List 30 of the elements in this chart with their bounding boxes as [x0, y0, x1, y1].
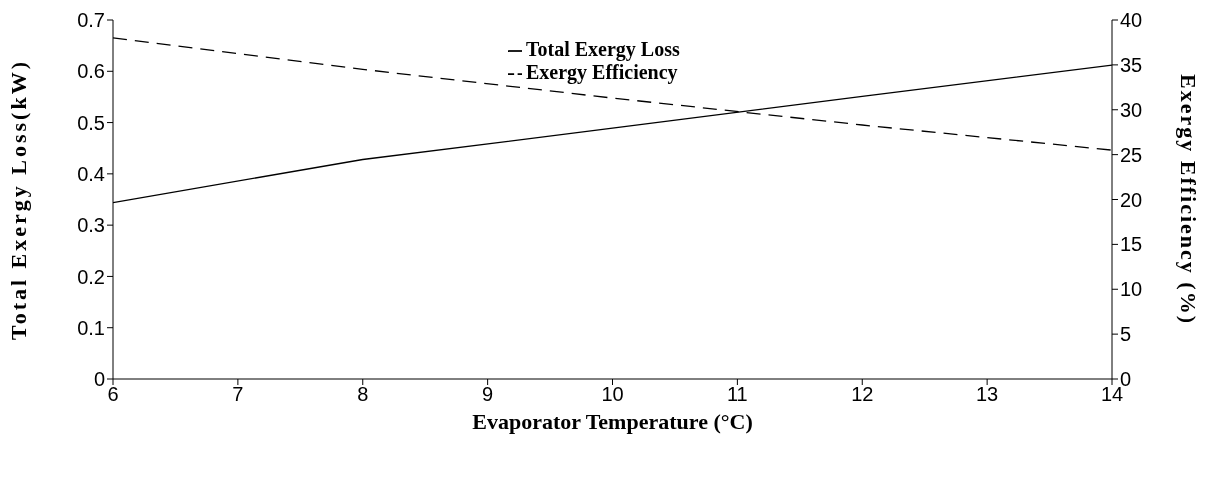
y-tick-label: 0.1 [77, 316, 105, 339]
y2-tick-label: 30 [1120, 98, 1143, 121]
y2-tick-label: 35 [1120, 53, 1143, 76]
legend-label: Exergy Efficiency [526, 61, 678, 83]
y2-tick-label: 40 [1120, 9, 1143, 32]
y2-tick-label: 20 [1120, 188, 1143, 211]
y-axis-title: Total Exergy Loss(kW) [5, 59, 31, 340]
y-tick-label: 0.6 [77, 60, 105, 83]
x-axis-title: Evaporator Temperature (°C) [472, 409, 753, 434]
x-tick-label: 13 [976, 383, 999, 406]
y-tick-label: 0.3 [77, 214, 105, 237]
y2-tick-label: 15 [1120, 233, 1143, 256]
y2-axis-title: Exergy Efficiency (%) [1176, 74, 1202, 325]
y2-tick-label: 25 [1120, 143, 1143, 166]
y-tick-label: 0.4 [77, 162, 105, 185]
y-tick-label: 0.7 [77, 9, 105, 32]
y2-tick-label: 5 [1120, 323, 1132, 346]
y2-tick-label: 10 [1120, 278, 1143, 301]
x-tick-label: 6 [107, 383, 119, 406]
y-tick-label: 0.2 [77, 265, 105, 288]
x-tick-label: 9 [482, 383, 494, 406]
x-tick-label: 12 [851, 383, 874, 406]
y-tick-label: 0.5 [77, 111, 105, 134]
x-tick-label: 11 [726, 383, 748, 406]
y-tick-label: 0 [93, 368, 105, 391]
legend-label: Total Exergy Loss [526, 38, 680, 60]
x-tick-label: 7 [232, 383, 244, 406]
x-tick-label: 8 [357, 383, 369, 406]
x-tick-label: 10 [601, 383, 624, 406]
y2-tick-label: 0 [1120, 368, 1132, 391]
